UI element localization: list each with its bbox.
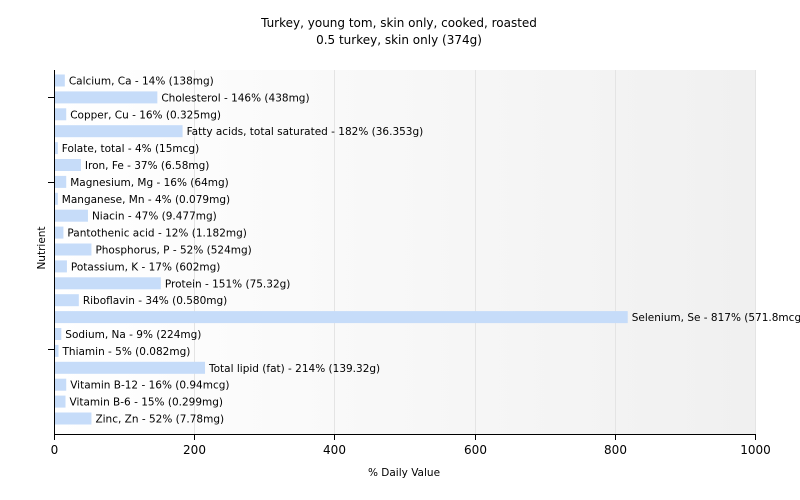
bar — [55, 277, 161, 290]
bar-label: Copper, Cu - 16% (0.325mg) — [70, 109, 221, 121]
bar — [55, 125, 183, 138]
x-axis-title: % Daily Value — [368, 467, 440, 479]
bar-label: Pantothenic acid - 12% (1.182mg) — [67, 228, 246, 240]
bar — [55, 395, 66, 408]
bar — [55, 142, 58, 155]
bar-label: Fatty acids, total saturated - 182% (36.… — [187, 126, 424, 138]
bar — [55, 159, 81, 171]
bar-label: Thiamin - 5% (0.082mg) — [62, 346, 191, 358]
bar — [55, 74, 65, 87]
x-tick-label: 400 — [323, 443, 346, 457]
bar — [55, 344, 59, 357]
bar-label: Phosphorus, P - 52% (524mg) — [95, 245, 251, 257]
bar-label: Iron, Fe - 37% (6.58mg) — [85, 160, 209, 172]
bar-label: Selenium, Se - 817% (571.8mcg) — [632, 312, 800, 324]
bar-label: Cholesterol - 146% (438mg) — [161, 92, 309, 104]
bar-label: Manganese, Mn - 4% (0.079mg) — [62, 194, 230, 206]
bar-label: Riboflavin - 34% (0.580mg) — [83, 295, 227, 307]
chart-subtitle: 0.5 turkey, skin only (374g) — [316, 33, 482, 47]
x-tick-label: 600 — [464, 443, 487, 457]
chart-title: Turkey, young tom, skin only, cooked, ro… — [260, 16, 537, 30]
bar — [55, 108, 67, 121]
x-tick-label: 1000 — [740, 443, 771, 457]
bar — [55, 294, 79, 307]
bar — [55, 260, 67, 273]
bar — [55, 91, 158, 104]
bar-label: Protein - 151% (75.32g) — [165, 278, 291, 290]
bar — [55, 226, 64, 239]
bar — [55, 192, 58, 205]
bar — [55, 361, 206, 374]
bar-label: Folate, total - 4% (15mcg) — [62, 143, 199, 155]
x-tick-label: 0 — [51, 443, 59, 457]
bar-label: Vitamin B-12 - 16% (0.94mcg) — [70, 380, 229, 392]
bar — [55, 209, 88, 222]
bar-label: Vitamin B-6 - 15% (0.299mg) — [70, 397, 224, 409]
bar — [55, 311, 628, 324]
x-tick-label: 200 — [183, 443, 206, 457]
bar — [55, 378, 67, 391]
bar-label: Total lipid (fat) - 214% (139.32g) — [208, 363, 380, 375]
bar-label: Sodium, Na - 9% (224mg) — [65, 329, 201, 341]
bar-label: Calcium, Ca - 14% (138mg) — [69, 76, 214, 88]
axes: 0 200 400 600 800 1000 — [48, 70, 771, 457]
x-tick-label: 800 — [604, 443, 627, 457]
bars — [55, 74, 628, 425]
bar — [55, 175, 67, 188]
bar — [55, 243, 92, 256]
bar — [55, 328, 62, 340]
bar — [55, 412, 92, 425]
bar-labels: Calcium, Ca - 14% (138mg) Cholesterol - 1… — [62, 76, 800, 426]
y-axis-title: Nutrient — [36, 226, 48, 269]
bar-label: Zinc, Zn - 52% (7.78mg) — [95, 414, 224, 426]
bar-label: Niacin - 47% (9.477mg) — [92, 211, 217, 223]
bar-label: Potassium, K - 17% (602mg) — [71, 261, 221, 273]
bar-label: Magnesium, Mg - 16% (64mg) — [70, 177, 229, 189]
